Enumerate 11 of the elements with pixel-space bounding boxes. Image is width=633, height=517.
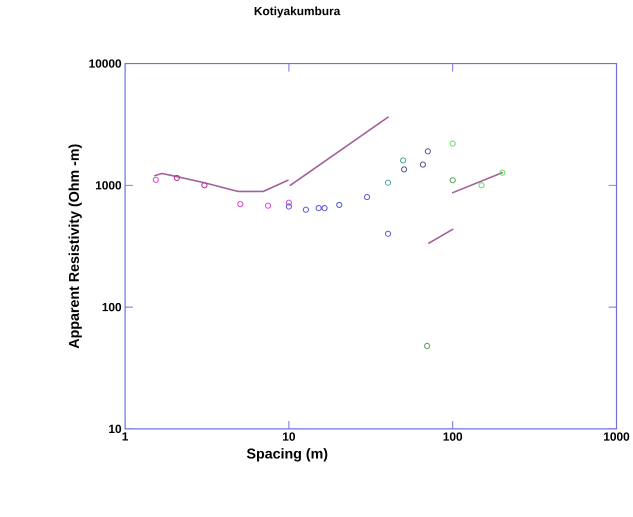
y-tick-label: 10	[109, 424, 122, 433]
y-tick-label: 100	[102, 302, 122, 312]
x-tick-label: 1	[122, 432, 128, 440]
x-tick-label: 10	[283, 432, 296, 441]
x-tick-label: 1000	[604, 432, 630, 441]
x-tick-label: 100	[444, 432, 462, 441]
y-axis-title: Apparent Resistivity (Ohm -m)	[68, 144, 82, 348]
y-tick-label: 10000	[89, 59, 122, 68]
chart-title: Kotiyakumbura	[254, 6, 340, 18]
y-tick-label: 1000	[96, 181, 122, 190]
x-axis-title: Spacing (m)	[246, 448, 328, 462]
